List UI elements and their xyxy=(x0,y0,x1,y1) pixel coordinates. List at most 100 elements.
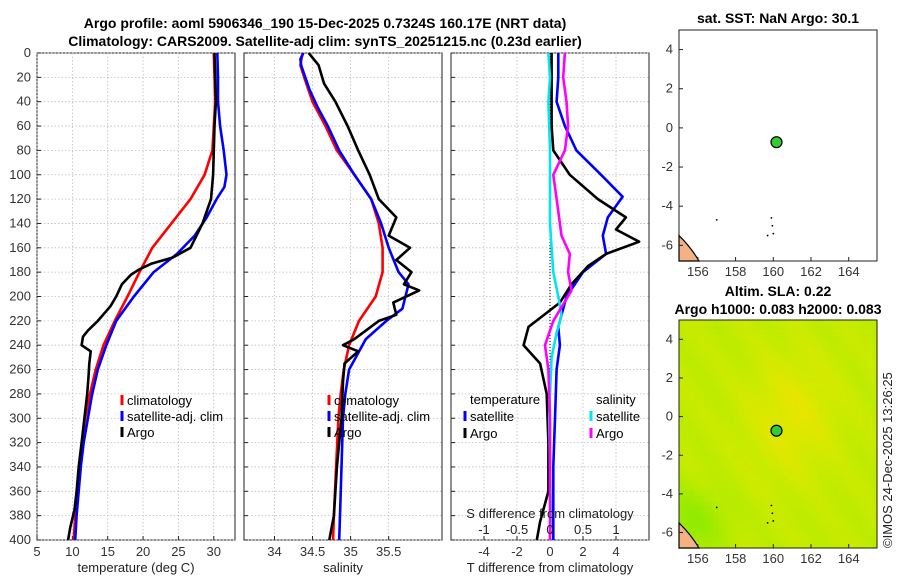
heatmap-cell xyxy=(763,371,769,378)
heatmap-cell xyxy=(698,428,705,435)
heatmap-cell xyxy=(862,330,868,337)
heatmap-cell xyxy=(872,537,878,544)
heatmap-cell xyxy=(807,325,814,331)
heatmap-cell xyxy=(748,402,754,409)
heatmap-cell xyxy=(812,418,819,425)
heatmap-cell xyxy=(738,449,744,456)
heatmap-cell xyxy=(698,392,705,399)
heatmap-cell xyxy=(867,537,873,544)
heatmap-cell xyxy=(773,361,779,368)
heatmap-cell xyxy=(787,496,794,502)
heatmap-cell xyxy=(758,491,764,497)
heatmap-cell xyxy=(743,320,749,326)
heatmap-cell xyxy=(802,542,809,549)
heatmap-cell xyxy=(768,325,774,331)
heatmap-cell xyxy=(733,408,739,414)
heatmap-cell xyxy=(728,496,735,502)
heatmap-cell xyxy=(733,506,739,513)
heatmap-cell xyxy=(797,351,804,357)
x-tick-label: 15 xyxy=(100,544,114,559)
heatmap-cell xyxy=(758,335,764,342)
heatmap-cell xyxy=(763,522,769,528)
map-frame xyxy=(678,319,878,549)
heatmap-cell xyxy=(857,330,863,337)
heatmap-cell xyxy=(852,516,858,523)
heatmap-cell xyxy=(807,345,814,352)
heatmap-cell xyxy=(837,522,843,528)
heatmap-cell xyxy=(758,434,764,440)
heatmap-cell xyxy=(807,377,814,383)
heatmap-cell xyxy=(703,454,710,461)
heatmap-cell xyxy=(802,320,809,326)
heatmap-cell xyxy=(792,340,799,347)
heatmap-cell xyxy=(842,413,848,420)
heatmap-cell xyxy=(763,459,769,466)
heatmap-cell xyxy=(753,382,759,388)
heatmap-cell xyxy=(792,335,799,342)
heatmap-cell xyxy=(867,516,873,523)
heatmap-cell xyxy=(718,340,725,347)
heatmap-cell xyxy=(723,506,730,513)
heatmap-cell xyxy=(683,449,690,456)
heatmap-cell xyxy=(748,377,754,383)
heatmap-cell xyxy=(728,439,735,445)
heatmap-cell xyxy=(837,506,843,513)
heatmap-cell xyxy=(688,371,695,378)
heatmap-cell xyxy=(827,345,834,352)
heatmap-cell xyxy=(723,356,730,363)
heatmap-cell xyxy=(698,511,705,518)
heatmap-cell xyxy=(792,382,799,388)
heatmap-cell xyxy=(872,491,878,497)
heatmap-cell xyxy=(822,387,829,394)
heatmap-cell xyxy=(802,454,809,461)
heatmap-cell xyxy=(867,501,873,508)
heatmap-cell xyxy=(748,340,754,347)
heatmap-cell xyxy=(718,351,725,357)
heatmap-cell xyxy=(758,516,764,523)
heatmap-cell xyxy=(782,351,789,357)
heatmap-cell xyxy=(847,330,853,337)
heatmap-cell xyxy=(807,444,814,451)
heatmap-cell xyxy=(708,537,715,544)
heatmap-cell xyxy=(787,366,794,373)
heatmap-cell xyxy=(768,377,774,383)
heatmap-cell xyxy=(847,506,853,513)
heatmap-cell xyxy=(718,330,725,337)
heatmap-cell xyxy=(743,532,749,539)
heatmap-cell xyxy=(827,444,834,451)
heatmap-cell xyxy=(708,392,715,399)
heatmap-cell xyxy=(817,532,824,539)
heatmap-cell xyxy=(778,511,784,518)
heatmap-cell xyxy=(713,320,720,326)
heatmap-cell xyxy=(857,527,863,534)
heatmap-cell xyxy=(758,351,764,357)
x-tick-label: 4 xyxy=(612,544,619,559)
heatmap-cell xyxy=(748,351,754,357)
heatmap-cell xyxy=(743,345,749,352)
heatmap-cell xyxy=(802,366,809,373)
heatmap-cell xyxy=(738,413,744,420)
heatmap-cell xyxy=(832,340,838,347)
heatmap-cell xyxy=(842,392,848,399)
heatmap-cell xyxy=(723,475,730,482)
heatmap-cell xyxy=(738,459,744,466)
land-shape xyxy=(678,521,701,549)
heatmap-cell xyxy=(773,356,779,363)
heatmap-cell xyxy=(758,542,764,549)
heatmap-cell xyxy=(787,459,794,466)
heatmap-cell xyxy=(708,475,715,482)
heatmap-cell xyxy=(773,371,779,378)
legend-label: Argo xyxy=(596,426,623,441)
heatmap-cell xyxy=(683,356,690,363)
heatmap-cell xyxy=(743,340,749,347)
heatmap-cell xyxy=(797,511,804,518)
heatmap-cell xyxy=(768,340,774,347)
heatmap-cell xyxy=(812,542,819,549)
heatmap-cell xyxy=(827,475,834,482)
heatmap-cell xyxy=(758,480,764,487)
heatmap-cell xyxy=(852,345,858,352)
heatmap-cell xyxy=(708,434,715,440)
heatmap-cell xyxy=(688,377,695,383)
heatmap-cell xyxy=(847,491,853,497)
